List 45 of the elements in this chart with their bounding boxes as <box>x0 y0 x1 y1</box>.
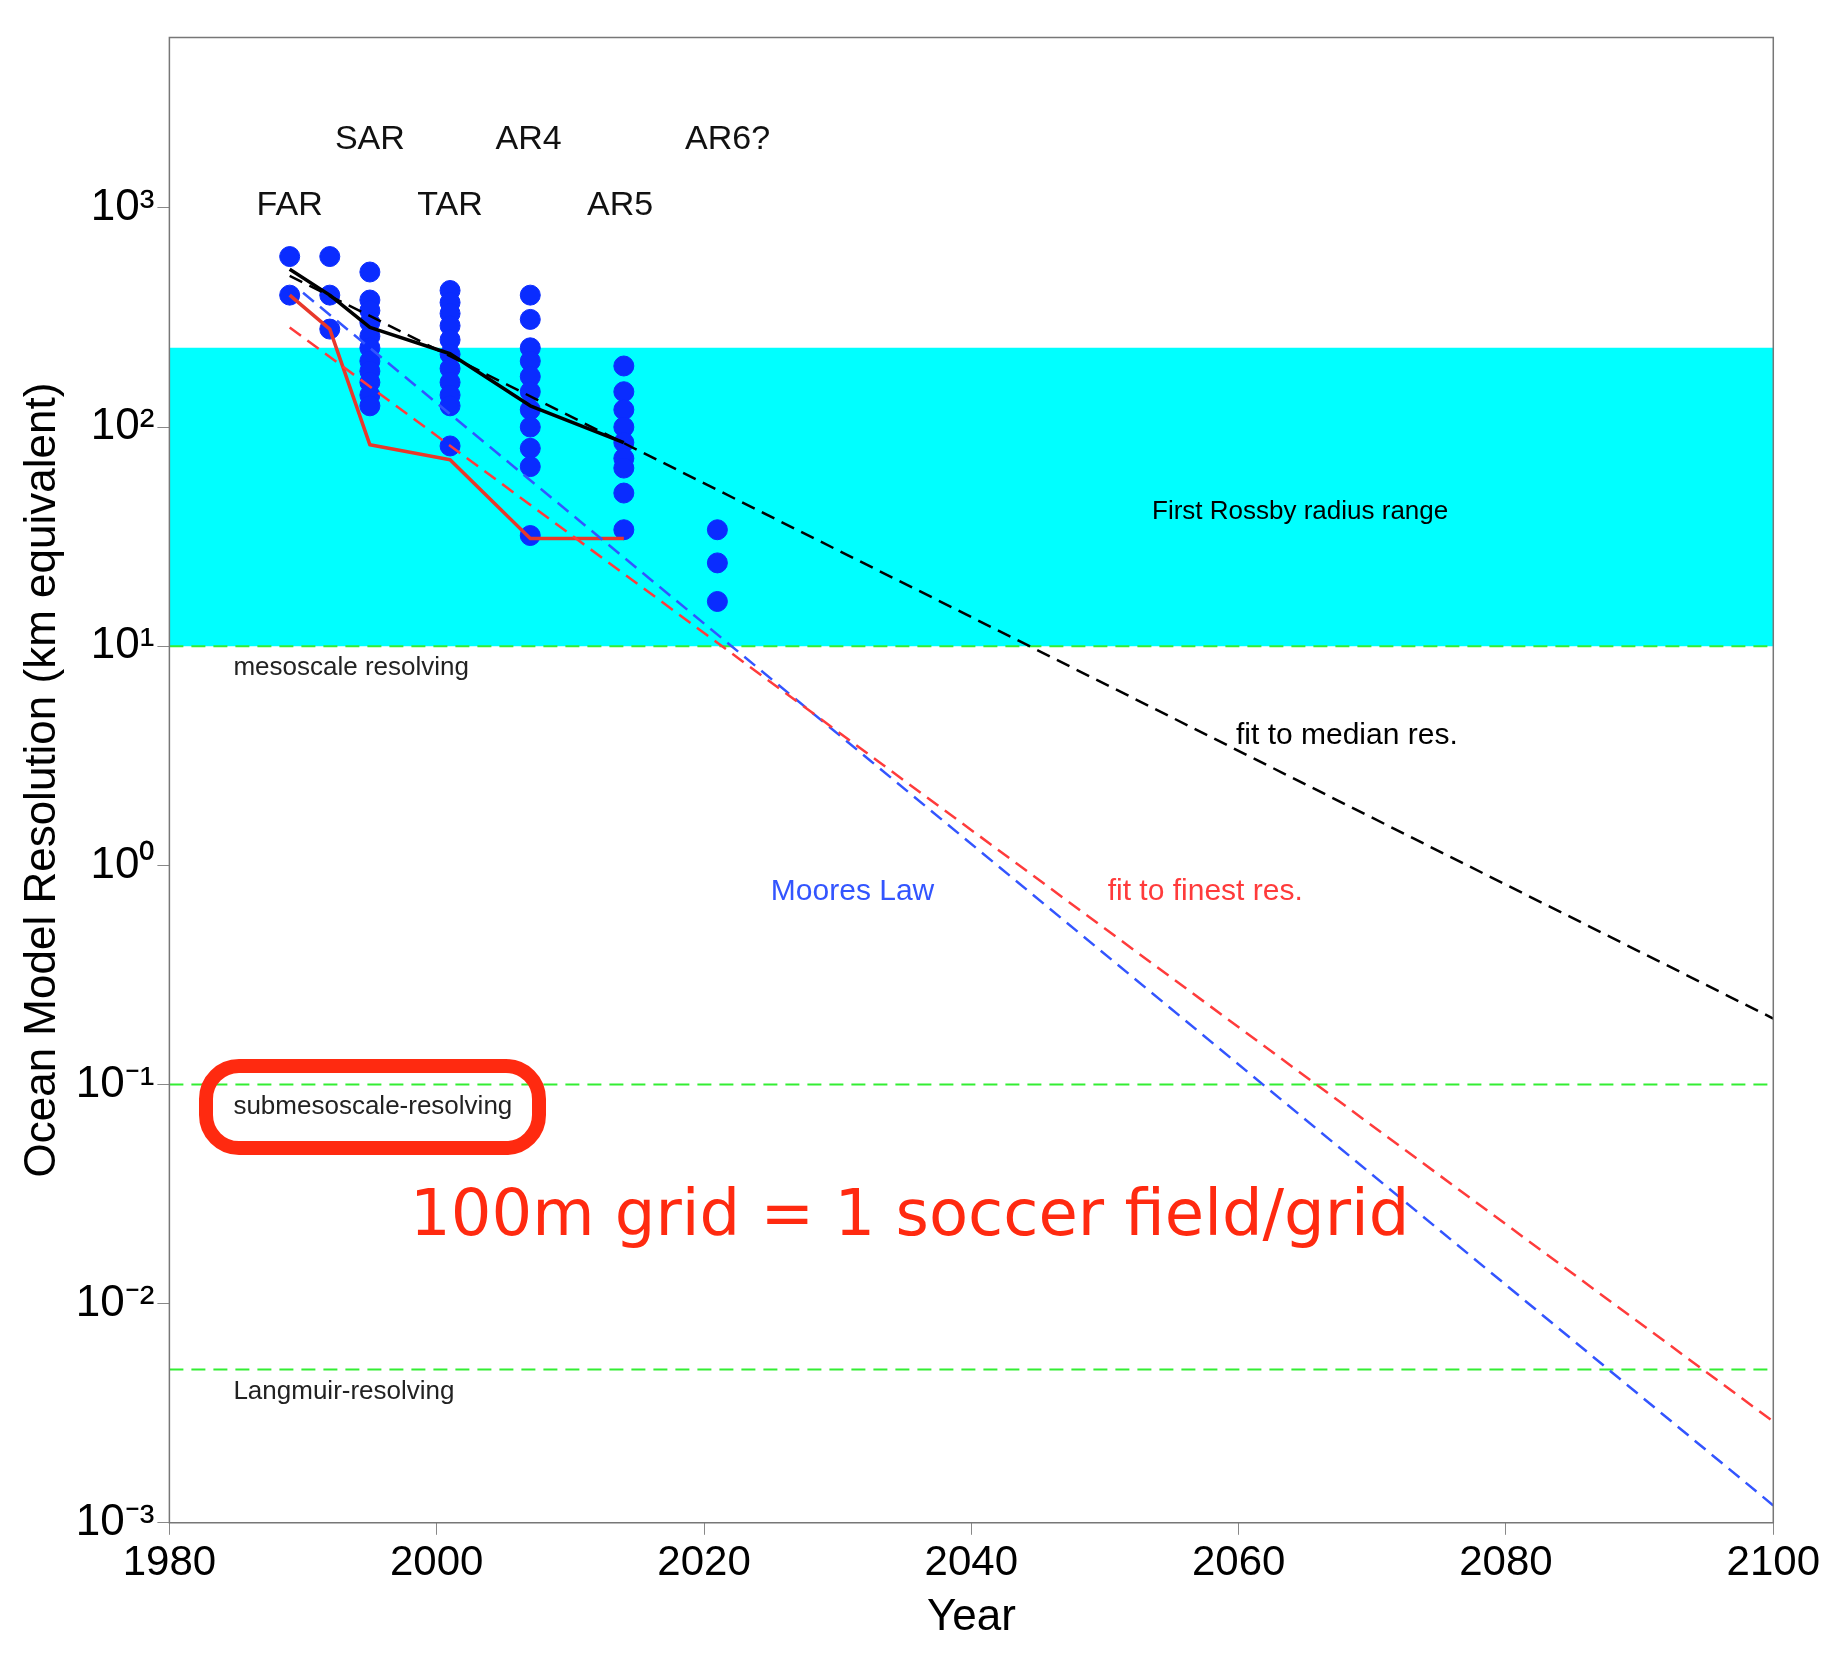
y-tick-label: 10⁰ <box>90 837 155 887</box>
point <box>519 456 541 478</box>
point <box>319 246 341 268</box>
series-label: fit to finest res. <box>1107 872 1303 906</box>
ref-line-label: submesoscale-resolving <box>233 1089 513 1120</box>
x-tick-label: 2080 <box>1459 1536 1553 1584</box>
x-tick-label: 2100 <box>1726 1536 1820 1584</box>
x-tick-label: 2020 <box>657 1536 751 1584</box>
point <box>519 308 541 330</box>
point <box>359 261 381 283</box>
annotation: SAR <box>334 118 405 157</box>
annotation: 100m grid = 1 soccer field/grid <box>409 1175 1410 1250</box>
x-tick-label: 2000 <box>389 1536 484 1584</box>
point <box>706 552 728 574</box>
point <box>613 519 635 541</box>
point <box>706 590 728 612</box>
point <box>519 416 541 438</box>
point <box>706 519 728 541</box>
y-tick-label: 10³ <box>90 180 155 230</box>
x-tick-label: 2060 <box>1191 1536 1286 1584</box>
x-tick-label: 2040 <box>924 1536 1019 1584</box>
point <box>519 284 541 306</box>
annotation: AR5 <box>587 183 654 222</box>
series-label: Moores Law <box>770 872 935 906</box>
x-axis-title: Year <box>926 1589 1016 1639</box>
point <box>613 355 635 377</box>
y-tick-label: 10² <box>90 399 155 449</box>
point <box>613 399 635 421</box>
annotation: TAR <box>417 183 483 222</box>
ref-line-label: Langmuir-resolving <box>233 1374 455 1405</box>
point <box>279 246 301 268</box>
ref-line-label: mesoscale resolving <box>233 651 469 682</box>
point <box>613 482 635 504</box>
y-tick-label: 10⁻² <box>75 1275 155 1325</box>
y-tick-label: 10¹ <box>90 618 155 668</box>
annotation: AR4 <box>495 118 562 157</box>
series-label: fit to median res. <box>1235 716 1458 750</box>
band-label: First Rossby radius range <box>1152 495 1449 526</box>
annotation: FAR <box>256 183 323 222</box>
y-tick-label: 10⁻¹ <box>75 1056 155 1106</box>
annotation: AR6? <box>685 118 771 157</box>
point <box>519 437 541 459</box>
point <box>439 435 461 457</box>
y-axis-title: Ocean Model Resolution (km equivalent) <box>14 382 64 1178</box>
point <box>613 381 635 403</box>
